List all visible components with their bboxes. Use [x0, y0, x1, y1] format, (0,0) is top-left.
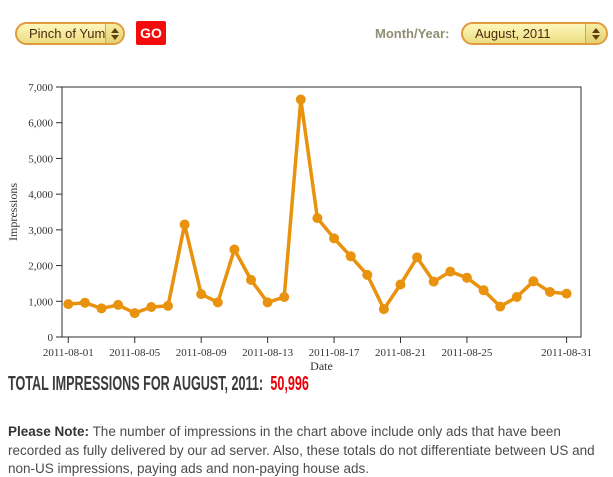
y-tick-label: 7,000: [28, 82, 53, 94]
data-point: [179, 219, 190, 230]
x-tick-label: 2011-08-25: [441, 347, 492, 359]
data-point: [461, 272, 472, 283]
impressions-line-chart: 0 1,000 2,000 3,000 4,000 5,000 6,000 7,000 2011…: [6, 82, 592, 373]
total-impressions-value: 50,996: [270, 373, 309, 395]
y-tick-label: 4,000: [28, 189, 53, 201]
arrow-up-icon: [592, 27, 600, 33]
data-point: [279, 292, 290, 302]
note-label: Please Note:: [8, 424, 90, 439]
data-point: [146, 302, 157, 312]
data-point: [262, 297, 273, 308]
data-point: [561, 288, 572, 299]
site-select[interactable]: Pinch of Yum: [15, 22, 125, 45]
select-stepper-icon: [105, 24, 123, 43]
y-tick-label: 3,000: [28, 225, 53, 237]
note-body: The number of impressions in the chart a…: [8, 424, 595, 477]
go-button[interactable]: GO: [136, 21, 166, 45]
y-tick-label: 5,000: [28, 153, 53, 165]
data-point: [212, 297, 223, 308]
arrow-down-icon: [110, 34, 119, 40]
x-tick-label: 2011-08-31: [541, 347, 592, 359]
x-tick-label: 2011-08-13: [242, 347, 293, 359]
data-point: [495, 301, 506, 312]
y-tick-label: 1,000: [28, 296, 53, 308]
x-tick-label: 2011-08-05: [109, 347, 160, 359]
y-tick-label: 2,000: [28, 261, 53, 273]
x-tick-label: 2011-08-17: [309, 347, 360, 359]
data-point: [412, 252, 423, 263]
data-point: [395, 279, 406, 290]
data-point: [428, 276, 439, 287]
data-point: [79, 297, 90, 308]
arrow-up-icon: [110, 27, 119, 33]
data-point: [196, 289, 207, 300]
data-point: [528, 276, 539, 287]
data-point: [478, 285, 489, 296]
note-paragraph: Please Note: The number of impressions i…: [8, 423, 606, 477]
site-select-value: Pinch of Yum: [29, 26, 106, 41]
month-year-label: Month/Year:: [375, 26, 450, 41]
x-tick-label: 2011-08-21: [375, 347, 426, 359]
data-point: [295, 94, 306, 105]
data-point: [63, 299, 74, 310]
data-point: [129, 308, 140, 319]
data-point: [312, 213, 323, 224]
x-tick-label: 2011-08-09: [176, 347, 227, 359]
data-point: [511, 292, 522, 302]
data-point: [362, 269, 373, 280]
data-point: [113, 299, 124, 310]
y-axis-title: Impressions: [6, 183, 20, 241]
data-point: [345, 251, 356, 262]
data-point: [329, 233, 340, 244]
x-axis-title: Date: [310, 359, 333, 373]
total-impressions-label: TOTAL IMPRESSIONS FOR AUGUST, 2011:: [8, 373, 264, 395]
data-point: [229, 244, 240, 255]
y-tick-label: 6,000: [28, 118, 53, 130]
data-point: [246, 274, 256, 285]
plot-frame: [61, 86, 582, 338]
data-point: [378, 304, 389, 315]
month-year-select-value: August, 2011: [475, 26, 551, 41]
month-year-select[interactable]: August, 2011: [461, 22, 608, 45]
total-impressions-summary: TOTAL IMPRESSIONS FOR AUGUST, 2011: 50,9…: [8, 373, 309, 396]
select-stepper-icon: [585, 24, 606, 43]
impressions-series-line: [66, 97, 569, 315]
x-tick-label: 2011-08-01: [43, 347, 94, 359]
data-point: [96, 303, 107, 314]
data-point: [545, 287, 555, 297]
arrow-down-icon: [592, 34, 600, 40]
y-tick-label: 0: [48, 332, 54, 344]
data-point: [445, 266, 456, 277]
data-point: [163, 300, 173, 311]
